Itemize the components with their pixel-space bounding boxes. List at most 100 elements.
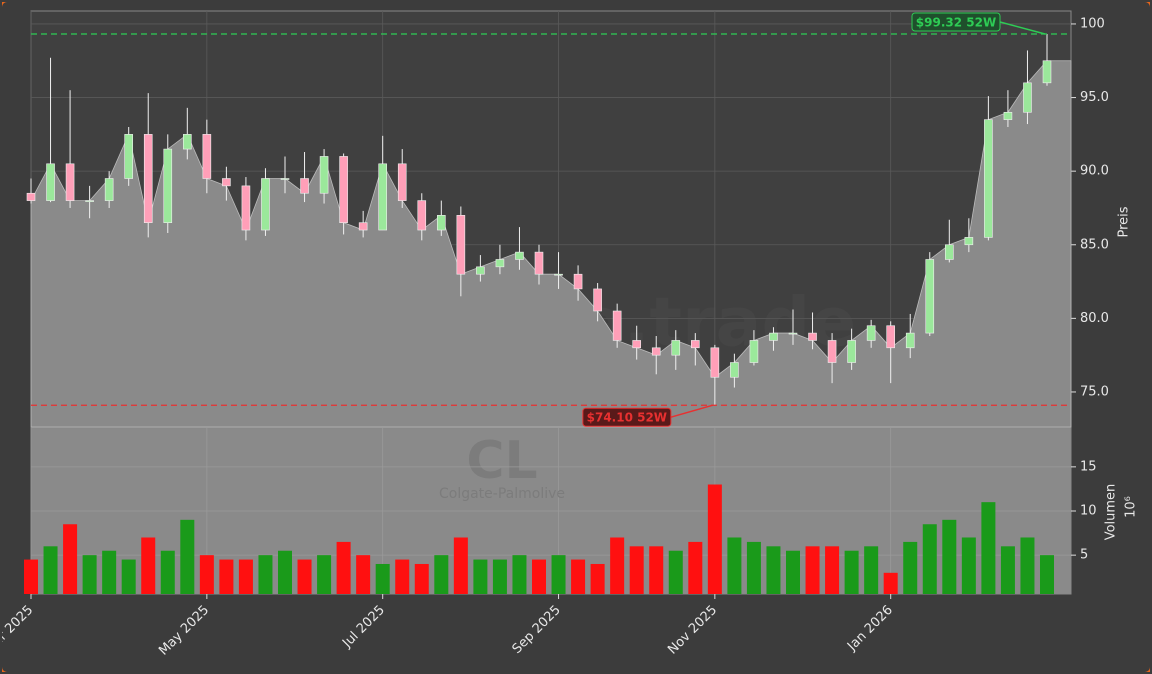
candle-body (65, 163, 75, 201)
volume-bar (825, 546, 840, 594)
volume-bar (121, 559, 136, 594)
candle-body (749, 340, 759, 363)
volume-bar (395, 559, 410, 594)
candle-body (945, 244, 954, 260)
volume-bar (903, 541, 918, 594)
candle-body (847, 340, 856, 363)
volume-bar (434, 555, 449, 594)
candle-body (593, 288, 602, 312)
candle-body (46, 163, 55, 201)
candle-body (964, 237, 974, 246)
volume-bar (141, 537, 156, 594)
annotation-box (582, 407, 672, 427)
candle-body (124, 134, 133, 179)
candle-body (26, 192, 36, 201)
candle-body (222, 178, 231, 187)
candle-body (417, 200, 427, 231)
candle-body (886, 325, 895, 349)
volume-bar (492, 559, 507, 594)
volume-bar (297, 559, 312, 594)
volume-bar (590, 563, 605, 594)
volume-bar (63, 524, 78, 594)
candle-body (1042, 60, 1052, 84)
candle-body (261, 178, 270, 231)
volume-bar (199, 555, 214, 594)
annotation-label: $99.32 52W (916, 15, 996, 29)
candle-body (437, 215, 446, 231)
candle-body (358, 222, 368, 231)
candle-body (183, 134, 192, 150)
candle-body (651, 347, 661, 356)
volume-bar (746, 541, 761, 594)
candle-body (925, 259, 935, 334)
volume-bar (864, 546, 879, 594)
volume-bar (473, 559, 488, 594)
candle-body (456, 215, 466, 275)
y-axis-title: Preis (1117, 206, 1132, 237)
volume-bar (317, 555, 332, 594)
annotation-arrow (670, 404, 714, 418)
candle-body (788, 332, 798, 335)
volume-bar (805, 546, 820, 594)
candle-body (808, 332, 817, 341)
candle-body (104, 178, 114, 201)
volume-bar (414, 563, 429, 594)
y-tick-label: 10 (1080, 504, 1097, 519)
candle-body (339, 156, 348, 223)
candle-body (241, 185, 251, 231)
volume-bar (786, 550, 800, 594)
candle-body (202, 134, 212, 179)
y-tick-label: 100 (1080, 16, 1105, 31)
volume-bar (219, 559, 234, 594)
volume-bar (160, 550, 175, 594)
y-axis-unit: 10⁶ (1124, 496, 1139, 518)
volume-bar (43, 546, 58, 594)
candle-body (1003, 111, 1013, 120)
candle-body (905, 332, 915, 349)
candle-body (397, 163, 407, 201)
candle-body (300, 178, 309, 194)
candle-body (476, 266, 485, 275)
volume-bar (649, 546, 664, 594)
volume-bar (453, 537, 468, 594)
candle-body (691, 340, 700, 349)
volume-bar (688, 541, 703, 594)
volume-bar (1020, 537, 1035, 594)
volume-bar (727, 537, 742, 594)
volume-bar (180, 519, 195, 594)
candle-body (632, 340, 641, 349)
candle-body (769, 332, 778, 341)
candle-body (730, 362, 739, 378)
candle-body (573, 273, 583, 290)
volume-bar (258, 555, 273, 594)
volume-bar (1000, 546, 1015, 594)
y-tick-label: 75.0 (1080, 384, 1109, 399)
candle-body (1023, 82, 1032, 113)
volume-bar (981, 502, 996, 594)
candle-body (143, 134, 153, 223)
volume-bar (551, 555, 566, 594)
volume-bar (278, 550, 292, 594)
volume-bar (1040, 555, 1054, 594)
y-tick-label: 15 (1080, 459, 1097, 474)
volume-bar (942, 519, 957, 594)
volume-bar (532, 559, 546, 594)
y-tick-label: 5 (1080, 548, 1088, 563)
volume-bar (356, 555, 371, 594)
volume-bar (82, 555, 97, 594)
volume-bar (24, 559, 38, 594)
candle-body (612, 310, 622, 341)
candle-body (495, 259, 505, 268)
volume-bar (707, 484, 722, 594)
volume-bar (375, 563, 390, 594)
annotation-label: $74.10 52W (587, 411, 667, 425)
candle-body (827, 340, 837, 363)
candle-body (866, 325, 876, 341)
y-tick-label: 95.0 (1080, 90, 1109, 105)
y-tick-label: 80.0 (1080, 311, 1109, 326)
volume-bar (102, 550, 117, 594)
watermark-company: Colgate-Palmolive (439, 486, 565, 502)
candle-body (378, 163, 387, 231)
